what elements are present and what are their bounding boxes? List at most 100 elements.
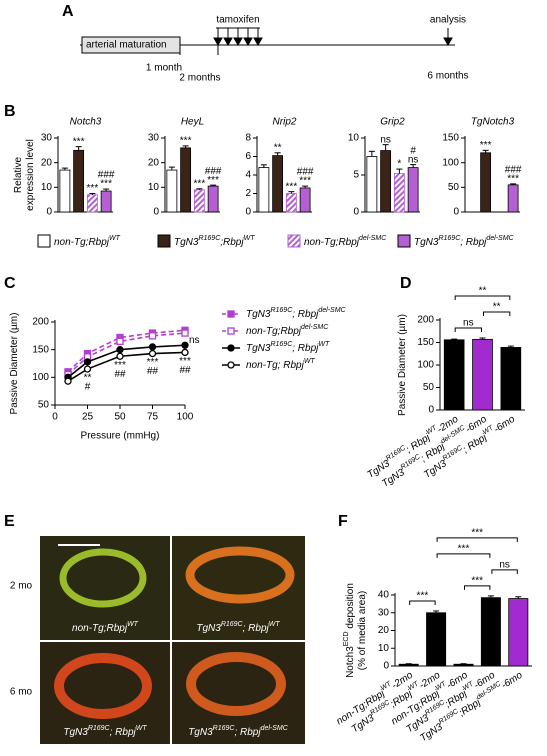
bar	[508, 598, 529, 667]
legend-label: non-Tg; RbpjWT	[246, 358, 315, 371]
significance-bracket	[454, 327, 482, 332]
bar	[500, 347, 522, 411]
image-caption: non-Tg;RbpjWT	[72, 621, 139, 634]
significance: ns	[408, 154, 419, 165]
vessel-ring	[185, 546, 295, 604]
y-tick-label: 150	[417, 337, 434, 348]
y-tick-label: 200	[417, 315, 434, 326]
significance: ***	[147, 357, 159, 368]
marker	[116, 346, 124, 354]
legend-label: non-Tg;Rbpjdel-SMC	[304, 235, 387, 248]
text-part: R169C	[213, 725, 236, 732]
marker	[181, 348, 189, 357]
image-caption: TgN3R169C; RbpjWT	[63, 725, 147, 738]
bar	[193, 189, 205, 213]
legend-label: non-Tg;Rbpjdel-SMC	[246, 324, 329, 337]
text-part: ; Rbpj	[460, 237, 487, 248]
y-tick-label: 6	[245, 151, 251, 162]
y-tick-label: 4	[245, 170, 251, 181]
x-tick-label: 100	[177, 412, 194, 423]
y-tick-label: 20	[378, 625, 390, 636]
significance-bracket	[436, 553, 491, 558]
image-caption: TgN3R169C; RbpjWT	[196, 621, 280, 634]
chart-title: TgNotch3	[471, 117, 515, 128]
y-tick-label: 20	[41, 157, 53, 168]
timeline: arterial maturation tamoxifen analysis 1…	[80, 15, 469, 84]
text-part: non-Tg; Rbpj	[246, 360, 305, 371]
y-tick-label: 50	[38, 400, 50, 411]
image-caption: TgN3R169C; Rbpjdel-SMC	[188, 725, 289, 738]
text-part: Passive Diameter (µm)	[9, 313, 20, 415]
y-tick-label: 100	[32, 372, 49, 383]
panel-label: B	[4, 103, 16, 120]
text-part: deposition	[345, 583, 356, 631]
text-part: ;Rbpj	[220, 237, 244, 248]
text-part: del-SMC	[486, 235, 514, 242]
endpoint-label: analysis	[430, 15, 466, 26]
marker	[83, 365, 92, 373]
text-part: ; Rbpj	[292, 343, 319, 354]
y-label: Notch3ECD deposition (% of media area)	[343, 583, 368, 678]
legend-label: non-Tg;RbpjWT	[54, 235, 121, 248]
y-label-line: expression level	[25, 139, 36, 211]
legend-marker	[227, 310, 235, 318]
vessel-ring	[59, 548, 147, 608]
significance-bracket	[483, 311, 511, 316]
significance-bracket	[454, 295, 511, 300]
significance: **	[274, 142, 282, 153]
text-part: WT	[269, 621, 281, 628]
y-tick-label: 100	[417, 360, 434, 371]
x-tick-label: 75	[147, 412, 159, 423]
text-part: expression level	[25, 139, 36, 211]
bar	[443, 339, 465, 411]
legend-label: TgN3R169C;RbpjWT	[174, 235, 255, 248]
text-part: WT	[318, 341, 330, 348]
y-tick-label: 30	[148, 133, 160, 144]
significance: ***	[207, 175, 219, 186]
text-part: non-Tg;Rbpj	[54, 237, 110, 248]
text-part: del-SMC	[261, 725, 289, 732]
y-tick-label: 20	[148, 157, 160, 168]
text-part: ; Rbpj	[234, 727, 261, 738]
significance: ###	[297, 167, 314, 178]
text-part: R169C	[198, 235, 221, 242]
legend-swatch	[287, 234, 301, 248]
bar	[299, 187, 311, 213]
text-part: WT	[109, 235, 121, 242]
x-axis-label: Pressure (mmHg)	[81, 431, 160, 442]
vessel-ring	[186, 652, 286, 716]
marker	[83, 358, 92, 366]
panel-label: F	[338, 513, 348, 530]
text-part: R169C	[270, 307, 293, 314]
y-tick-label: 0	[245, 207, 251, 218]
significance: ***	[180, 136, 192, 147]
y-tick-label: 0	[453, 207, 459, 218]
chart-title: Notch3	[70, 117, 102, 128]
y-label-line: Passive Diameter (µm)	[397, 314, 408, 416]
significance: ***	[179, 356, 191, 367]
text-part: Notch3	[345, 646, 356, 678]
legend-label: TgN3R169C; Rbpjdel-SMC	[414, 235, 515, 248]
significance: ***	[73, 136, 85, 147]
y-tick-label: 2	[245, 188, 251, 199]
text-part: R169C	[221, 621, 244, 628]
x-tick-label: TgN3R169C; RbpjWT-2mo	[364, 412, 460, 481]
y-tick-label: 150	[32, 344, 49, 355]
bar	[166, 169, 178, 213]
significance: *	[397, 159, 401, 170]
text-part: WT	[244, 235, 256, 242]
y-label: Relative expression level	[13, 139, 36, 211]
bar	[258, 167, 270, 213]
bar	[100, 190, 112, 213]
text-part: ; Rbpj	[110, 727, 137, 738]
analysis-arrow	[443, 28, 453, 47]
bar	[426, 612, 447, 667]
y-tick-label: 0	[428, 405, 434, 416]
significance: ***	[471, 528, 483, 539]
panel-label: C	[4, 275, 16, 292]
bar	[272, 155, 284, 213]
bar	[453, 663, 474, 667]
significance: ##	[147, 366, 159, 377]
x-tick-label: 50	[114, 412, 126, 423]
